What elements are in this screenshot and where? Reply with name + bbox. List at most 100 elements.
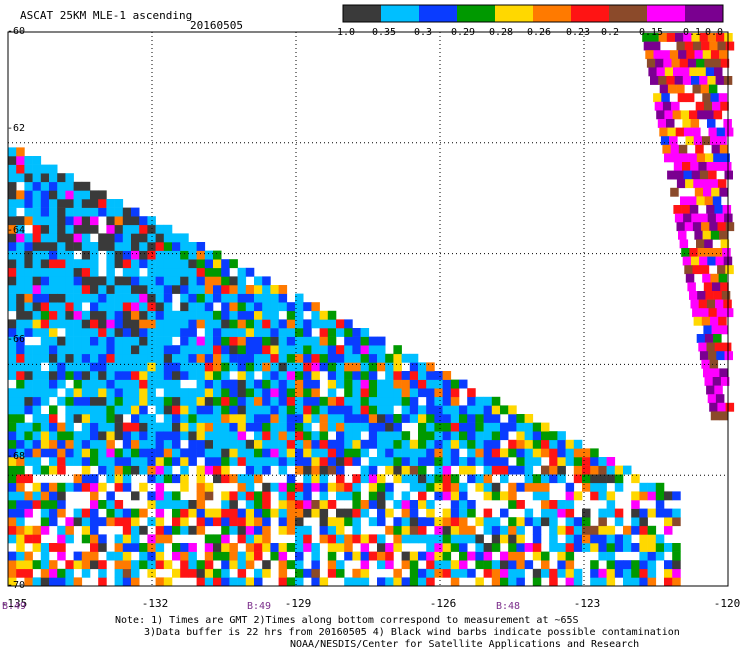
data-cell — [319, 353, 329, 363]
data-cell — [606, 560, 616, 570]
data-cell — [450, 568, 460, 578]
data-cell — [73, 551, 83, 561]
data-cell — [49, 267, 58, 277]
data-cell — [311, 474, 320, 484]
data-cell — [155, 328, 165, 337]
data-cell — [180, 233, 189, 243]
data-cell — [131, 543, 140, 552]
data-cell — [172, 396, 181, 406]
data-cell — [40, 551, 50, 561]
data-cell — [409, 371, 419, 380]
data-cell — [385, 465, 394, 475]
data-cell — [229, 353, 238, 363]
data-cell — [73, 577, 83, 587]
data-cell — [631, 500, 640, 509]
data-cell — [245, 310, 255, 320]
data-cell — [295, 353, 304, 363]
data-cell — [188, 414, 197, 423]
data-cell — [689, 67, 698, 77]
data-cell — [690, 256, 700, 266]
data-cell — [221, 379, 230, 389]
data-cell — [707, 256, 716, 266]
data-cell — [303, 405, 312, 415]
data-cell — [286, 405, 296, 415]
data-cell — [180, 543, 189, 552]
data-cell — [204, 250, 214, 260]
data-cell — [262, 362, 271, 372]
data-cell — [40, 336, 50, 346]
data-cell — [311, 345, 320, 355]
data-cell — [172, 259, 181, 269]
data-cell — [286, 362, 296, 372]
data-cell — [303, 482, 312, 492]
data-cell — [631, 577, 640, 587]
data-cell — [73, 302, 83, 312]
data-cell — [163, 302, 173, 312]
data-cell — [467, 508, 476, 518]
data-cell — [491, 517, 501, 527]
data-cell — [393, 500, 402, 509]
data-cell — [508, 517, 517, 527]
data-cell — [385, 396, 394, 406]
data-cell — [65, 216, 74, 226]
data-cell — [319, 474, 329, 484]
data-cell — [172, 414, 181, 423]
data-cell — [221, 568, 230, 578]
data-cell — [692, 265, 701, 275]
data-cell — [180, 482, 189, 492]
data-cell — [16, 345, 25, 355]
data-cell — [598, 482, 607, 492]
data-cell — [295, 500, 304, 509]
data-cell — [49, 242, 58, 251]
data-cell — [155, 465, 165, 475]
colorbar-label: -0.35 — [365, 27, 397, 38]
data-cell — [40, 500, 50, 509]
data-cell — [172, 431, 181, 441]
data-cell — [450, 525, 460, 535]
data-cell — [204, 439, 214, 449]
data-cell — [237, 319, 247, 329]
data-cell — [689, 110, 698, 120]
data-cell — [516, 414, 525, 423]
data-cell — [122, 439, 132, 449]
data-cell — [163, 577, 173, 587]
data-cell — [172, 310, 181, 320]
data-cell — [311, 500, 320, 509]
data-cell — [188, 310, 197, 320]
data-cell — [295, 534, 304, 544]
data-cell — [237, 491, 247, 501]
data-cell — [155, 482, 165, 492]
data-cell — [442, 474, 452, 484]
data-cell — [40, 216, 50, 226]
data-cell — [295, 491, 304, 501]
data-cell — [254, 285, 263, 294]
data-cell — [696, 196, 705, 206]
data-cell — [704, 377, 713, 386]
data-cell — [32, 396, 42, 406]
data-cell — [598, 465, 607, 475]
data-cell — [724, 351, 733, 361]
data-cell — [204, 259, 214, 269]
data-cell — [426, 448, 435, 458]
data-cell — [709, 222, 718, 232]
data-cell — [163, 525, 173, 535]
data-cell — [409, 560, 419, 570]
data-cell — [385, 491, 394, 501]
data-cell — [245, 534, 255, 544]
data-cell — [393, 534, 402, 544]
data-cell — [286, 508, 296, 518]
data-cell — [409, 448, 419, 458]
data-cell — [475, 534, 484, 544]
data-cell — [270, 388, 279, 398]
data-cell — [393, 396, 402, 406]
data-cell — [172, 379, 181, 389]
data-cell — [114, 500, 124, 509]
data-cell — [57, 190, 66, 200]
data-cell — [262, 508, 271, 518]
data-cell — [706, 385, 715, 395]
data-cell — [106, 250, 115, 260]
data-cell — [24, 568, 33, 578]
data-cell — [114, 457, 124, 466]
data-cell — [180, 345, 189, 355]
data-cell — [32, 577, 42, 587]
